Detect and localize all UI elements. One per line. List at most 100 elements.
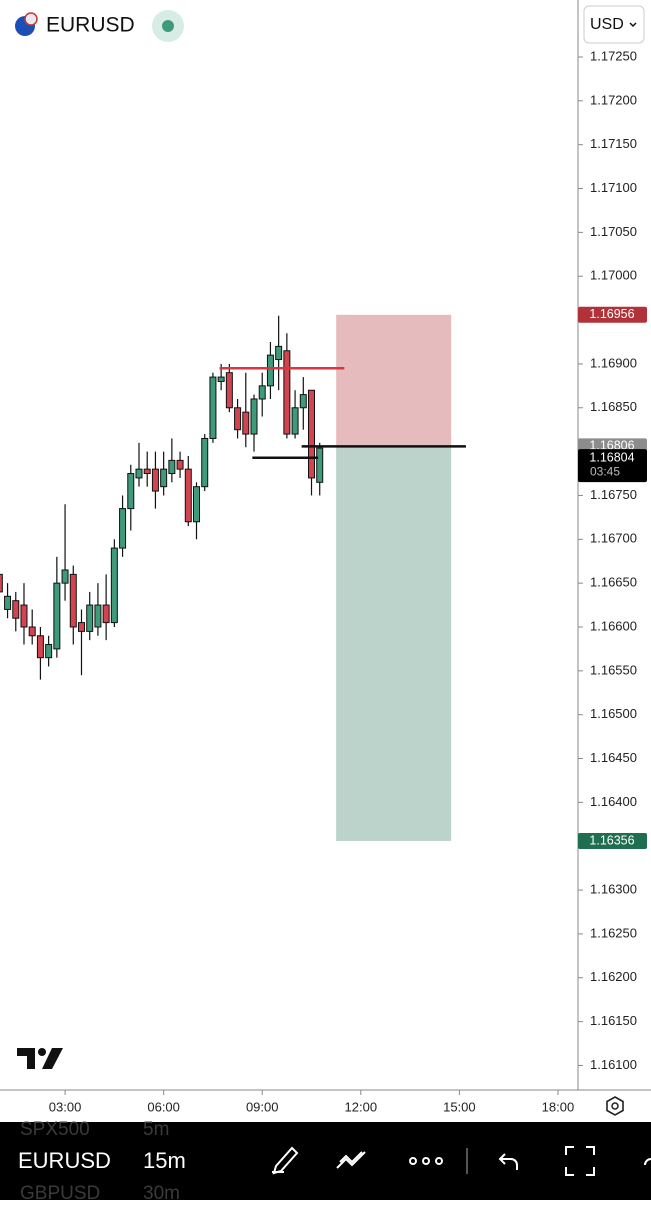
candle-body [242, 411, 250, 435]
candle [102, 574, 110, 641]
y-tick-label: 1.17150 [590, 136, 637, 151]
y-tick-label: 1.16300 [590, 882, 637, 897]
candle-body [316, 447, 324, 483]
candle [168, 438, 176, 483]
candle [266, 341, 274, 399]
candle [28, 609, 36, 645]
x-tick-label: 12:00 [345, 1099, 378, 1114]
candle [283, 333, 291, 439]
stop-price-label: 1.16956 [589, 307, 634, 321]
candle-body [53, 582, 61, 650]
candle-body [184, 468, 192, 523]
y-tick-label: 1.16400 [590, 794, 637, 809]
watchlist-interval: 30m [143, 1183, 180, 1200]
candle-body [168, 459, 176, 475]
y-tick-label: 1.16200 [590, 969, 637, 984]
candle [4, 583, 12, 619]
watchlist-interval: 5m [143, 1119, 169, 1140]
fullscreen-button[interactable] [565, 1146, 595, 1176]
candle [86, 591, 94, 641]
candle [110, 539, 118, 627]
candle-body [275, 345, 283, 361]
toolbar-symbol[interactable]: EURUSD [18, 1148, 111, 1173]
logo-part [38, 1048, 46, 1056]
candle [316, 442, 324, 496]
more-button[interactable] [409, 1157, 417, 1165]
candle-body [77, 622, 85, 632]
x-tick-label: 09:00 [246, 1099, 279, 1114]
candle [151, 451, 159, 509]
candle [20, 583, 28, 645]
watchlist-symbol: SPX500 [20, 1119, 90, 1140]
candle-body [266, 354, 274, 387]
y-tick-label: 1.17000 [590, 268, 637, 283]
draw-tool-button[interactable] [272, 1146, 299, 1175]
candle-body [160, 468, 168, 488]
y-tick-label: 1.17250 [590, 48, 637, 63]
countdown-label: 03:45 [590, 464, 620, 478]
target-price-label-box [578, 832, 647, 849]
candle-body [143, 468, 151, 475]
candle-body [291, 407, 299, 435]
candle [201, 434, 209, 492]
candle-body [28, 626, 36, 637]
candle-body [4, 595, 12, 610]
candle [69, 565, 77, 645]
y-tick-label: 1.16750 [590, 487, 637, 502]
symbol-header[interactable]: EURUSD [15, 10, 184, 42]
toolbar-interval[interactable]: 15m [143, 1148, 186, 1173]
candle-body [217, 376, 225, 382]
current-price-box [578, 449, 647, 483]
candle [143, 451, 151, 487]
candle-body [176, 459, 184, 470]
candle-body [201, 437, 209, 488]
y-tick-label: 1.16850 [590, 399, 637, 414]
candle [193, 482, 201, 540]
more-button[interactable] [435, 1157, 443, 1165]
candle [94, 583, 102, 636]
candle [160, 451, 168, 496]
candle [12, 591, 20, 632]
candle-body [119, 508, 127, 549]
watchlist-symbol: GBPUSD [20, 1183, 100, 1200]
candle [275, 315, 283, 391]
watchlist: SPX500 5m GBPUSD 30m [20, 1119, 180, 1204]
x-tick-label: 15:00 [443, 1099, 476, 1114]
y-tick-label: 1.16650 [590, 575, 637, 590]
target-price-label: 1.16356 [589, 833, 634, 847]
flag-icon [24, 12, 38, 26]
currency: USD [590, 16, 624, 33]
candle-body [283, 350, 291, 435]
candle [308, 389, 316, 496]
logo-part [42, 1048, 63, 1069]
y-tick-label: 1.16600 [590, 618, 637, 633]
settings-button[interactable] [606, 1096, 624, 1116]
candle-body [86, 604, 94, 632]
settings-icon [611, 1102, 619, 1110]
currency-button[interactable]: USD [583, 5, 645, 44]
toolbar [0, 1122, 651, 1200]
y-tick-label: 1.17200 [590, 92, 637, 107]
y-tick-label: 1.17050 [590, 224, 637, 239]
undo-button[interactable] [498, 1153, 518, 1170]
candle-body [20, 604, 28, 628]
y-tick-label: 1.16150 [590, 1013, 637, 1028]
candle [258, 372, 266, 417]
candle [36, 626, 44, 680]
candle [250, 394, 258, 452]
indicator-button[interactable] [336, 1151, 366, 1169]
target-zone [336, 446, 452, 841]
candle [176, 451, 184, 478]
candle [45, 635, 53, 667]
candle-body [127, 473, 135, 510]
candle-body [209, 376, 217, 439]
more-button[interactable] [422, 1157, 430, 1165]
status-dot [162, 20, 174, 32]
candle-body [193, 486, 201, 523]
currency-box [583, 5, 645, 44]
candle [135, 442, 143, 487]
x-tick-label: 03:00 [49, 1099, 82, 1114]
